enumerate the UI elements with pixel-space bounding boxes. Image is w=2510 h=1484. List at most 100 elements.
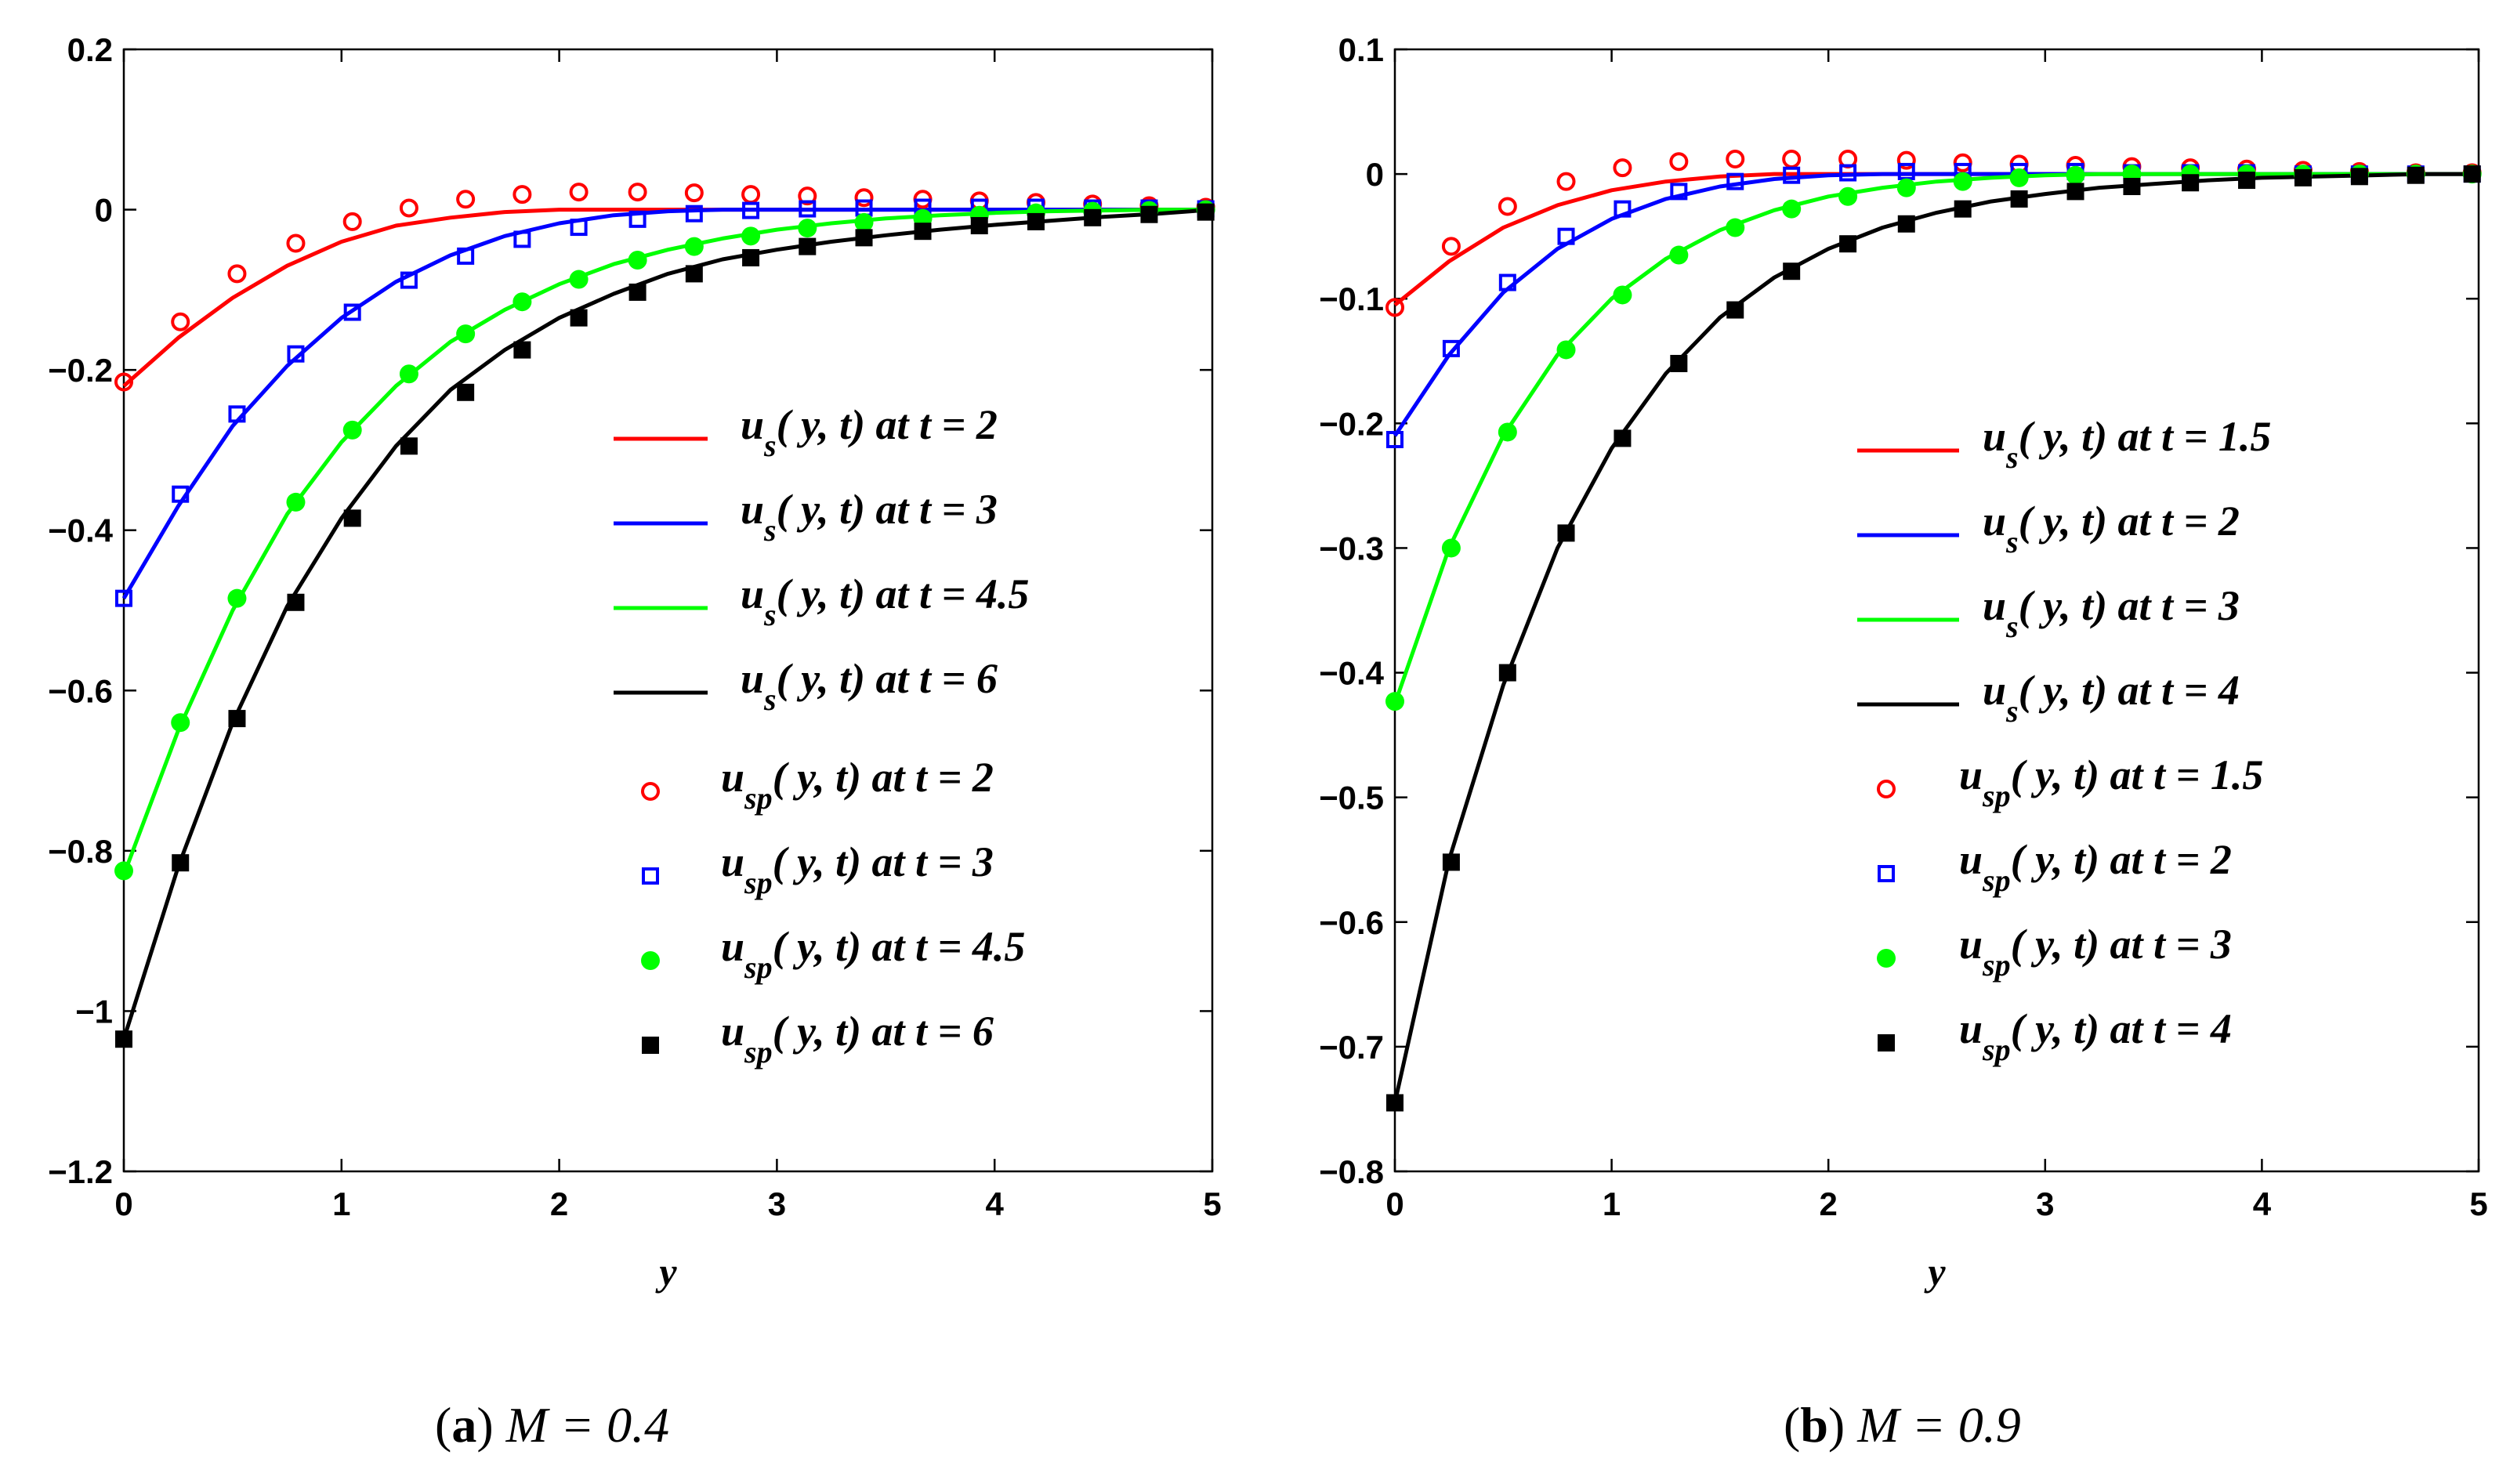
legend-label-sub-b-7: sp (1982, 1032, 2011, 1067)
x-tick-label-b-2: 2 (1820, 1185, 1838, 1222)
x-tick-label-b-0: 0 (1385, 1185, 1403, 1222)
data-point-b-6-11 (2009, 168, 2029, 187)
data-point-a-6-3 (286, 492, 306, 512)
legend-label-main-b-7: u (1959, 1005, 1983, 1052)
x-tick-label-a-5: 5 (1203, 1185, 1221, 1222)
legend-label-main-a-3: u (741, 655, 764, 702)
data-point-b-7-1 (1442, 853, 1460, 871)
legend-marker-a-6 (641, 951, 660, 970)
legend-marker-b-7 (1878, 1034, 1895, 1051)
data-point-b-7-8 (1839, 235, 1857, 253)
data-point-a-7-17 (1084, 208, 1102, 226)
legend-label-main-a-6: u (721, 923, 744, 970)
legend-label-rest-a-5: ( y, t) at t = 3 (773, 838, 994, 885)
x-tick-label-b-5: 5 (2469, 1185, 2487, 1222)
legend-label-main-a-7: u (721, 1008, 744, 1055)
data-point-a-6-4 (342, 420, 362, 440)
data-point-b-7-17 (2350, 168, 2368, 186)
data-point-a-6-1 (171, 713, 190, 733)
data-point-a-4-5 (399, 198, 418, 218)
legend-label-main-b-0: u (1983, 413, 2006, 460)
data-point-a-4-8 (569, 183, 589, 202)
legend-label-sub-a-6: sp (744, 950, 773, 985)
data-point-b-7-11 (2010, 190, 2028, 208)
legend-label-main-a-1: u (741, 486, 764, 533)
data-point-b-6-10 (1953, 172, 1972, 191)
data-point-b-7-7 (1783, 262, 1801, 281)
legend-label-main-a-0: u (741, 401, 764, 448)
legend-label-rest-b-5: ( y, t) at t = 2 (2011, 836, 2232, 883)
legend-label-rest-a-3: ( y, t) at t = 6 (777, 655, 998, 702)
caption-b: (b) M = 0.9 (1784, 1397, 2021, 1453)
caption-b-label: b (1800, 1397, 1828, 1453)
data-point-a-6-11 (741, 226, 761, 246)
legend-label-main-a-2: u (741, 570, 764, 617)
legend-label-a-7: usp( y, t) at t = 6 (721, 1008, 994, 1070)
caption-a-text: M = 0.4 (505, 1397, 670, 1453)
data-point-b-5-4 (1614, 200, 1632, 218)
data-point-a-6-9 (628, 251, 647, 270)
data-point-b-6-12 (2066, 165, 2085, 185)
data-point-a-5-11 (742, 201, 760, 219)
data-point-b-5-1 (1442, 339, 1460, 357)
series-markers-b-7 (1386, 165, 2481, 1112)
data-point-b-6-8 (1838, 186, 1858, 206)
data-point-a-7-16 (1027, 212, 1045, 230)
data-point-a-6-7 (513, 292, 532, 312)
caption-b-text: M = 0.9 (1856, 1397, 2021, 1453)
data-point-b-7-18 (2407, 166, 2425, 184)
data-point-a-5-7 (513, 230, 531, 248)
data-point-a-5-4 (343, 303, 361, 321)
y-tick-label-a-2: −0.2 (48, 352, 113, 389)
legend-marker-b-5 (1878, 865, 1895, 882)
x-tick-label-b-3: 3 (2036, 1185, 2054, 1222)
data-point-b-6-2 (1498, 422, 1517, 442)
legend-label-main-b-1: u (1983, 498, 2006, 545)
y-tick-label-a-5: −0.8 (48, 833, 113, 870)
caption-a-label: a (451, 1397, 476, 1453)
plot-frame-a (122, 48, 1214, 1173)
y-tick-label-b-1: 0 (1366, 156, 1384, 193)
legend-label-rest-a-6: ( y, t) at t = 4.5 (773, 923, 1026, 970)
legend-label-b-5: usp( y, t) at t = 2 (1959, 836, 2232, 898)
legend-label-sub-b-0: s (2005, 440, 2019, 475)
data-point-a-4-6 (456, 190, 476, 209)
data-point-a-5-6 (457, 247, 475, 265)
data-point-a-6-5 (399, 364, 418, 384)
legend-label-rest-b-0: ( y, t) at t = 1.5 (2019, 413, 2272, 460)
legend-a: us( y, t) at t = 2us( y, t) at t = 3us( … (614, 401, 1029, 1070)
legend-label-a-2: us( y, t) at t = 4.5 (741, 570, 1029, 632)
y-tick-label-b-0: 0.1 (1338, 31, 1384, 68)
legend-label-main-a-4: u (721, 754, 744, 801)
legend-label-sub-a-0: s (763, 428, 777, 463)
legend-b: us( y, t) at t = 1.5us( y, t) at t = 2us… (1857, 413, 2271, 1067)
data-point-b-6-6 (1726, 218, 1745, 237)
x-tick-label-b-1: 1 (1603, 1185, 1621, 1222)
legend-label-rest-b-7: ( y, t) at t = 4 (2011, 1005, 2232, 1052)
data-point-b-7-10 (1954, 200, 1972, 218)
legend-label-rest-a-1: ( y, t) at t = 3 (777, 486, 998, 533)
legend-label-rest-a-0: ( y, t) at t = 2 (777, 401, 998, 448)
data-point-b-6-0 (1385, 692, 1404, 711)
data-point-a-7-8 (570, 309, 588, 327)
data-point-a-5-10 (685, 205, 703, 223)
data-point-a-4-1 (171, 312, 190, 331)
data-point-a-6-12 (798, 219, 817, 238)
legend-label-sub-a-3: s (763, 682, 777, 717)
data-point-a-4-3 (286, 233, 306, 253)
x-axis-label-a: y (655, 1250, 677, 1294)
legend-label-b-0: us( y, t) at t = 1.5 (1983, 413, 2271, 475)
data-point-a-7-18 (1140, 205, 1158, 223)
legend-label-rest-a-4: ( y, t) at t = 2 (773, 754, 994, 801)
legend-label-main-b-3: u (1983, 667, 2006, 714)
legend-label-sub-b-3: s (2005, 693, 2019, 729)
legend-label-sub-a-1: s (763, 512, 777, 548)
panel-b: 0 1 2 3 4 5 0.1 0 −0.1 −0.2 −0.3 −0.4 −0.5 −0.6 −0.7 −0… (1319, 31, 2488, 1294)
data-point-b-7-4 (1614, 429, 1632, 447)
legend-marker-a-4 (641, 782, 660, 801)
legend-label-b-1: us( y, t) at t = 2 (1983, 498, 2240, 559)
legend-label-a-0: us( y, t) at t = 2 (741, 401, 998, 463)
data-point-a-5-12 (799, 200, 817, 218)
